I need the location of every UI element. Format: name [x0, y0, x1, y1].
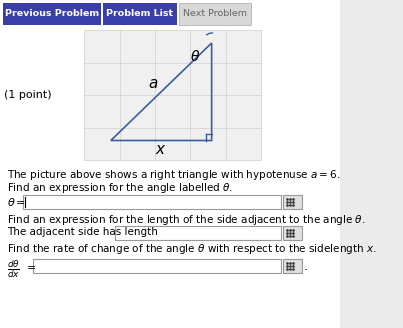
Text: Previous Problem: Previous Problem [5, 10, 99, 18]
Text: (1 point): (1 point) [4, 90, 52, 100]
Text: $\frac{d\theta}{dx}$: $\frac{d\theta}{dx}$ [7, 258, 20, 280]
FancyBboxPatch shape [0, 0, 340, 328]
FancyBboxPatch shape [283, 195, 301, 209]
Text: $a$: $a$ [148, 77, 158, 91]
Text: $\theta = $: $\theta = $ [7, 196, 26, 208]
FancyBboxPatch shape [23, 195, 281, 209]
FancyBboxPatch shape [103, 3, 177, 25]
FancyBboxPatch shape [283, 259, 301, 273]
FancyBboxPatch shape [84, 30, 261, 160]
Text: $x$: $x$ [156, 144, 167, 157]
Text: Find the rate of change of the angle $\theta$ with respect to the sidelength $x$: Find the rate of change of the angle $\t… [7, 242, 376, 256]
FancyBboxPatch shape [114, 226, 281, 240]
Text: The adjacent side has length: The adjacent side has length [7, 227, 158, 237]
Text: Problem List: Problem List [106, 10, 173, 18]
FancyBboxPatch shape [179, 3, 251, 25]
FancyBboxPatch shape [33, 259, 280, 273]
Text: Find an expression for the length of the side adjacent to the angle $\theta$.: Find an expression for the length of the… [7, 213, 365, 227]
FancyBboxPatch shape [2, 3, 101, 25]
Text: .: . [303, 259, 307, 273]
Text: Find an expression for the angle labelled $\theta$.: Find an expression for the angle labelle… [7, 181, 233, 195]
Text: $\theta$: $\theta$ [190, 49, 200, 64]
FancyBboxPatch shape [283, 226, 301, 240]
Text: The picture above shows a right triangle with hypotenuse $a = 6$.: The picture above shows a right triangle… [7, 168, 340, 182]
Text: =: = [27, 263, 36, 273]
Text: Next Problem: Next Problem [183, 10, 247, 18]
